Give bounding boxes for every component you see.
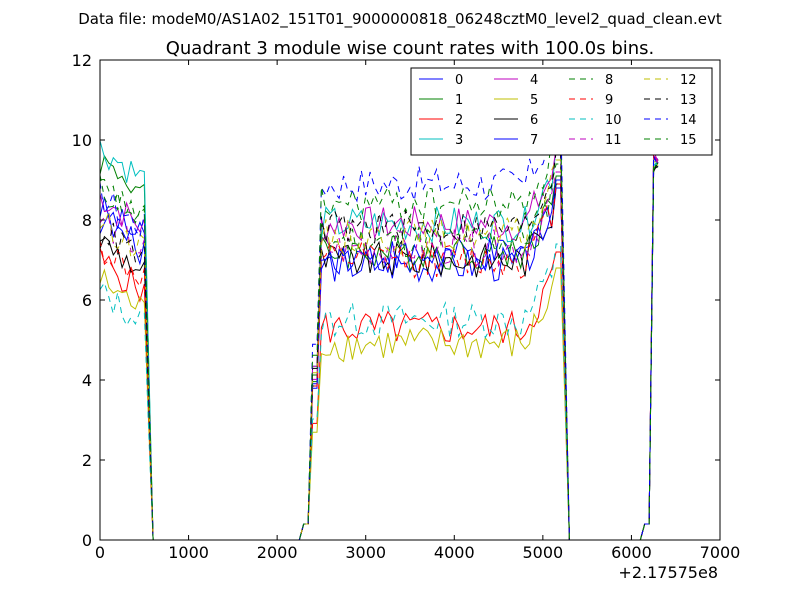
x-tick-label: 4000 <box>434 543 475 562</box>
legend-label-13: 13 <box>680 93 697 108</box>
legend-label-0: 0 <box>455 73 463 88</box>
x-tick-label: 3000 <box>345 543 386 562</box>
x-tick-label: 0 <box>95 543 105 562</box>
y-tick-label: 0 <box>82 531 92 550</box>
legend-label-3: 3 <box>455 133 463 148</box>
legend-box <box>410 67 713 156</box>
series-line-4 <box>99 147 659 541</box>
y-tick-label: 4 <box>82 371 92 390</box>
x-tick-label: 2000 <box>257 543 298 562</box>
series-line-2 <box>99 154 659 541</box>
legend-label-14: 14 <box>680 113 697 128</box>
y-tick-label: 10 <box>72 131 92 150</box>
x-offset-label: +2.17575e8 <box>618 563 718 582</box>
series-line-15 <box>99 127 659 541</box>
series-line-8 <box>99 163 659 541</box>
y-tick-label: 8 <box>82 211 92 230</box>
legend-label-6: 6 <box>530 113 538 128</box>
series-line-11 <box>99 149 659 541</box>
legend-label-7: 7 <box>530 133 538 148</box>
legend-label-15: 15 <box>680 133 697 148</box>
legend-label-2: 2 <box>455 113 463 128</box>
series-line-14 <box>99 107 659 541</box>
x-tick-label: 1000 <box>168 543 209 562</box>
chart-suptitle: Data file: modeM0/AS1A02_151T01_90000008… <box>78 10 722 29</box>
y-tick-label: 12 <box>72 51 92 70</box>
series-line-7 <box>99 156 659 541</box>
series-line-5 <box>99 161 659 541</box>
legend-label-8: 8 <box>605 73 613 88</box>
legend-label-11: 11 <box>605 133 622 148</box>
legend-label-5: 5 <box>530 93 538 108</box>
x-tick-label: 5000 <box>522 543 563 562</box>
series-line-10 <box>99 163 659 541</box>
series-line-3 <box>99 140 659 541</box>
y-tick-label: 6 <box>82 291 92 310</box>
legend-label-12: 12 <box>680 73 697 88</box>
legend-label-1: 1 <box>455 93 463 108</box>
series-line-1 <box>99 154 659 541</box>
x-tick-label: 6000 <box>611 543 652 562</box>
legend-label-10: 10 <box>605 113 622 128</box>
series-line-12 <box>99 158 659 541</box>
y-tick-label: 2 <box>82 451 92 470</box>
chart-title: Quadrant 3 module wise count rates with … <box>166 38 655 59</box>
series-line-6 <box>99 162 659 541</box>
series-line-13 <box>99 151 659 541</box>
legend-label-9: 9 <box>605 93 613 108</box>
series-layer <box>99 107 659 541</box>
x-tick-label: 7000 <box>700 543 741 562</box>
legend-label-4: 4 <box>530 73 538 88</box>
series-line-9 <box>99 153 659 541</box>
